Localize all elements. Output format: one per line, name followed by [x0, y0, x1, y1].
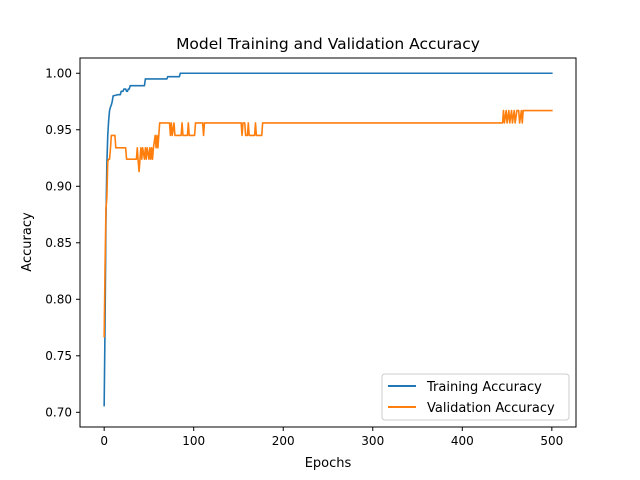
chart-title: Model Training and Validation Accuracy	[176, 35, 480, 53]
y-tick-label: 0.95	[45, 123, 72, 137]
legend-label-training: Training Accuracy	[426, 380, 542, 395]
x-tick-label: 100	[182, 434, 205, 448]
y-tick-label: 0.75	[45, 349, 72, 363]
y-tick-label: 0.70	[45, 405, 72, 419]
y-tick-label: 0.80	[45, 292, 72, 306]
x-tick-label: 0	[100, 434, 108, 448]
x-tick-label: 400	[451, 434, 474, 448]
y-axis-label: Accuracy	[20, 212, 35, 272]
x-axis-ticks: 0 100 200 300 400 500	[100, 427, 563, 448]
legend-box	[381, 373, 570, 421]
legend-label-validation: Validation Accuracy	[427, 401, 555, 416]
y-axis-ticks: 0.70 0.75 0.80 0.85 0.90 0.95 1.00	[45, 66, 80, 419]
x-tick-label: 200	[272, 434, 295, 448]
y-tick-label: 0.90	[45, 179, 72, 193]
legend: Training Accuracy Validation Accuracy	[381, 373, 570, 421]
y-tick-label: 1.00	[45, 66, 72, 80]
series-layer	[103, 72, 553, 407]
y-tick-label: 0.85	[45, 236, 72, 250]
series-line-0	[103, 72, 553, 407]
x-axis-label: Epochs	[305, 456, 352, 471]
x-tick-label: 300	[361, 434, 384, 448]
series-line-1	[103, 109, 553, 338]
x-tick-label: 500	[540, 434, 563, 448]
